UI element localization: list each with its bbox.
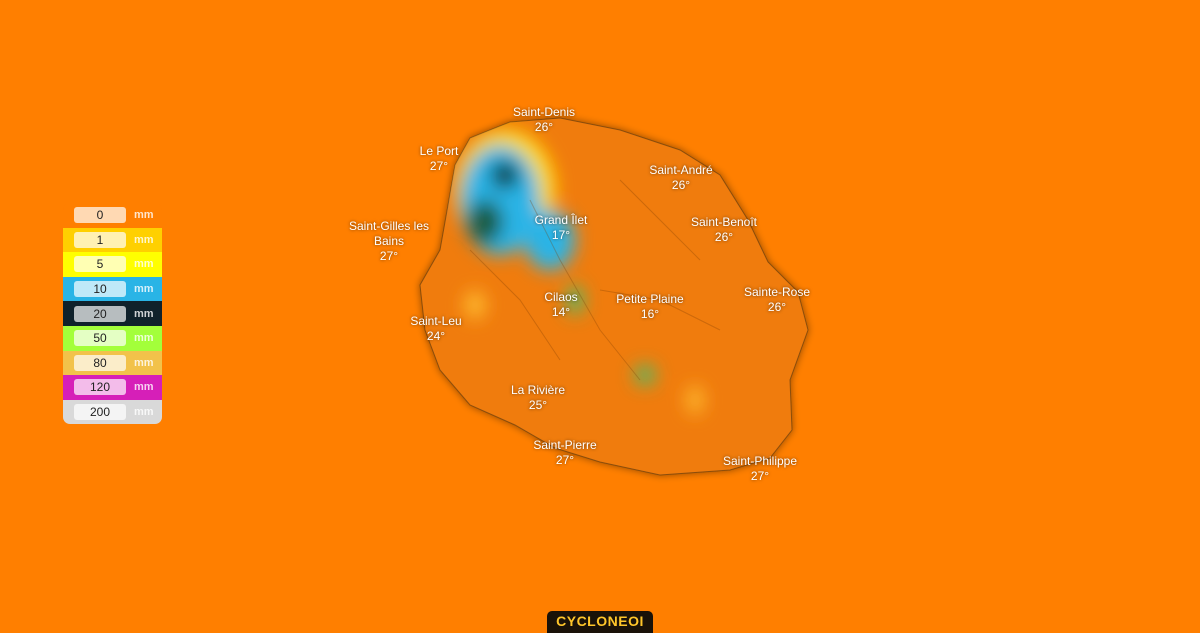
legend-item: 1 mm <box>63 227 162 253</box>
city-name: Saint-André <box>649 163 713 177</box>
city-temperature: 16° <box>640 307 660 321</box>
city-label: Saint-Philippe 27° <box>723 454 797 484</box>
city-label: Saint-Benoît 26° <box>691 215 757 245</box>
legend-item: 10 mm <box>63 276 162 302</box>
legend-value: 1 <box>74 231 126 248</box>
city-temperature: 27° <box>555 453 575 467</box>
legend-unit: mm <box>134 381 154 394</box>
city-name: Saint-Philippe <box>722 454 798 468</box>
legend-unit: mm <box>134 307 154 320</box>
city-label: Petite Plaine 16° <box>616 292 683 322</box>
brand-logo: CYCLONEOI <box>547 611 653 633</box>
city-name: Saint-Leu <box>410 314 462 328</box>
city-name: Saint-Benoît <box>690 215 758 229</box>
city-label: La Rivière 25° <box>511 383 565 413</box>
legend-item: 200 mm <box>63 399 162 425</box>
city-label: Saint-Pierre 27° <box>533 438 596 468</box>
legend-value: 80 <box>74 354 126 371</box>
city-label: Sainte-Rose 26° <box>744 285 810 315</box>
city-temperature: 26° <box>714 230 734 244</box>
city-temperature: 27° <box>429 159 449 173</box>
legend-item: 0 mm <box>63 203 162 228</box>
legend-value: 120 <box>74 379 126 396</box>
legend-value: 10 <box>74 281 126 298</box>
city-temperature: 27° <box>379 249 399 263</box>
city-name: Cilaos <box>544 290 578 304</box>
city-label: Saint-André 26° <box>649 163 712 193</box>
city-label: Saint-Leu 24° <box>410 314 461 344</box>
city-label: Saint-Denis 26° <box>513 105 575 135</box>
city-name: Le Port <box>419 144 459 158</box>
city-temperature: 17° <box>551 228 571 242</box>
legend-unit: mm <box>134 332 154 345</box>
legend-unit: mm <box>134 406 154 419</box>
legend-value: 20 <box>74 305 126 322</box>
city-temperature: 25° <box>528 398 548 412</box>
city-label: Le Port 27° <box>420 144 459 174</box>
legend-item: 5 mm <box>63 252 162 277</box>
legend-item: 80 mm <box>63 350 162 376</box>
precipitation-legend: 0 mm 1 mm 5 mm 10 mm 20 mm 50 mm 80 mm 120 mm 200 mm <box>63 203 162 425</box>
city-label: Cilaos 14° <box>544 290 577 320</box>
city-name: Saint-Pierre <box>533 438 597 452</box>
city-temperature: 14° <box>551 305 571 319</box>
city-label: Grand Îlet 17° <box>535 213 588 243</box>
legend-unit: mm <box>134 283 154 296</box>
city-name: Saint-Denis <box>512 105 576 119</box>
rain-overlay <box>455 130 721 414</box>
city-name: Petite Plaine <box>616 292 684 306</box>
legend-unit: mm <box>134 209 154 222</box>
city-name: Grand Îlet <box>534 213 588 227</box>
city-temperature: 27° <box>750 469 770 483</box>
legend-item: 50 mm <box>63 325 162 351</box>
legend-value: 200 <box>74 404 126 421</box>
city-name: La Rivière <box>510 383 566 397</box>
legend-value: 0 <box>74 207 126 224</box>
city-temperature: 26° <box>671 178 691 192</box>
city-temperature: 26° <box>767 300 787 314</box>
city-temperature: 26° <box>534 120 554 134</box>
legend-unit: mm <box>134 233 154 246</box>
city-label: Saint-Gilles les Bains 27° <box>342 219 437 264</box>
legend-unit: mm <box>134 258 154 271</box>
legend-item: 120 mm <box>63 375 162 400</box>
legend-unit: mm <box>134 356 154 369</box>
city-name: Saint-Gilles les Bains <box>348 219 430 248</box>
legend-item: 20 mm <box>63 301 162 326</box>
legend-value: 5 <box>74 256 126 273</box>
city-name: Sainte-Rose <box>743 285 811 299</box>
legend-value: 50 <box>74 330 126 347</box>
city-temperature: 24° <box>426 329 446 343</box>
